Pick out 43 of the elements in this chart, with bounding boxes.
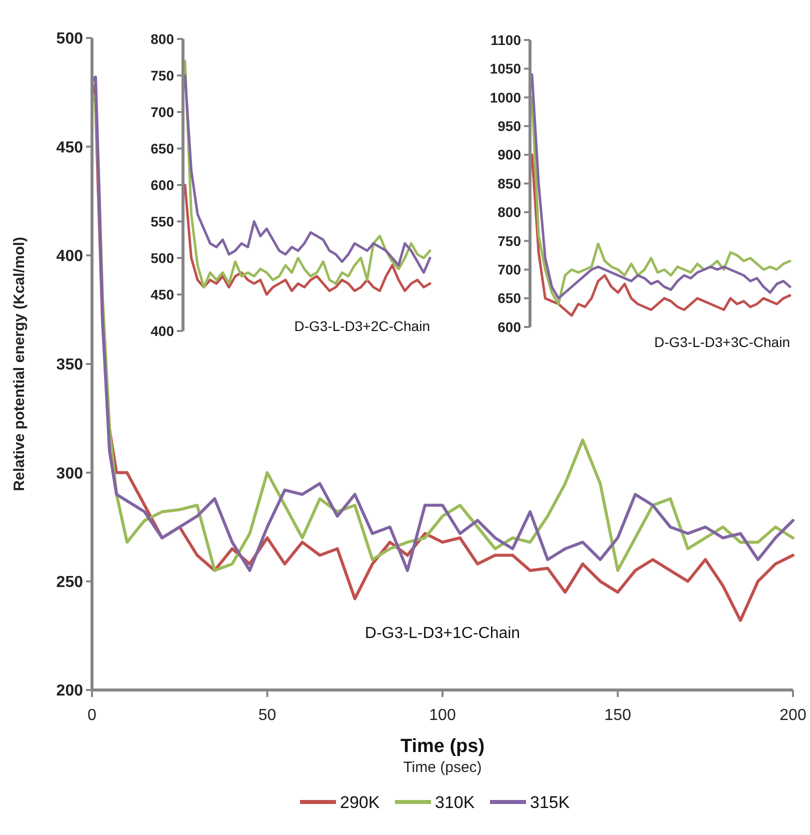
y-tick-label: 400 [56,248,84,265]
y-tick-label: 200 [56,682,84,700]
line-series [184,184,432,296]
y-tick-label: 650 [150,140,174,156]
x-axis-title: Time (ps) [400,736,485,757]
y-tick-label: 350 [56,356,84,374]
legend-label: 315K [530,792,570,812]
y-tick-label: 600 [498,318,522,335]
annotation: D-G3-L-D3+1C-Chain [364,624,520,642]
x-tick-label: 50 [258,707,276,724]
y-tick-label: 450 [56,139,84,156]
y-tick-label: 450 [150,286,174,302]
y-tick-label: 950 [498,118,522,134]
text: Time (psec) [403,759,482,776]
y-tick-label: 250 [56,574,84,591]
line-series [530,154,792,317]
y-axis-title: Relative potential energy (Kcal/mol) [11,236,28,492]
y-tick-label: 600 [150,176,174,193]
y-tick-label: 700 [150,104,174,120]
annotation: D-G3-L-D3+3C-Chain [654,334,790,350]
y-tick-label: 750 [498,232,522,249]
y-tick-label: 400 [150,322,174,339]
legend-label: 290K [340,792,380,812]
y-tick-label: 800 [498,204,522,220]
y-tick-label: 500 [150,250,174,266]
y-tick-label: 800 [150,30,174,47]
y-tick-label: 750 [150,67,174,84]
y-tick-label: 900 [498,146,522,163]
y-tick-label: 300 [56,465,84,482]
x-tick-label: 0 [88,707,97,724]
y-tick-label: 1100 [490,32,522,48]
y-tick-label: 850 [498,175,522,192]
annotation: D-G3-L-D3+2C-Chain [294,318,430,334]
legend-label: 310K [435,792,476,812]
y-tick-label: 650 [498,290,522,306]
y-tick-label: 1050 [490,60,522,77]
y-tick-label: 500 [56,30,84,48]
y-tick-label: 550 [150,213,174,230]
x-tick-label: 200 [780,707,806,724]
y-tick-label: 1000 [490,89,522,106]
x-tick-label: 150 [604,707,632,724]
y-tick-label: 700 [498,262,522,278]
x-tick-label: 100 [429,707,456,724]
